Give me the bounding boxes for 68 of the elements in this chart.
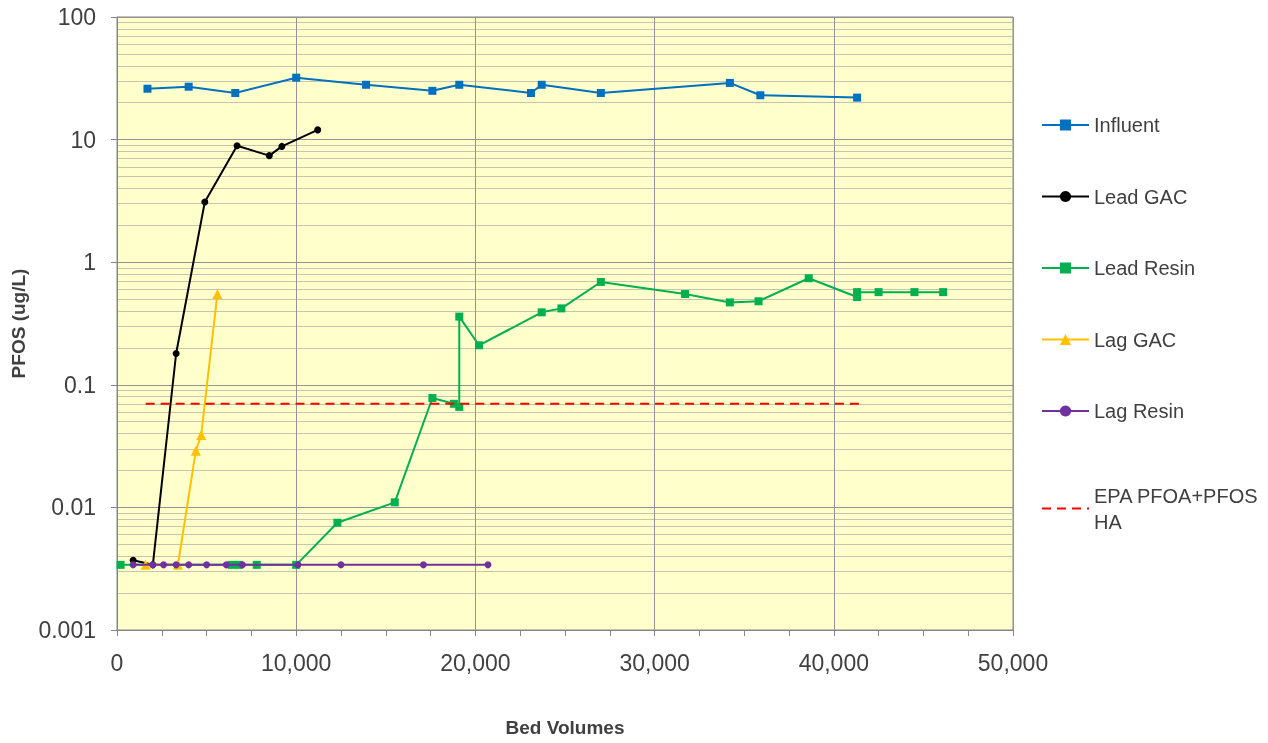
point (314, 126, 322, 134)
point (910, 288, 919, 297)
x-tick-label: 40,000 (798, 649, 869, 676)
point (390, 498, 399, 507)
y-tick-label: 100 (57, 4, 96, 30)
point (196, 429, 207, 440)
point (278, 142, 286, 150)
point (212, 289, 223, 300)
x-tick-label: 0 (110, 649, 124, 676)
point (455, 312, 464, 321)
x-tick-label: 50,000 (977, 649, 1049, 676)
point (537, 308, 546, 317)
legend-label: Lag GAC (1094, 328, 1177, 351)
point (222, 561, 230, 569)
y-axis-title: PFOS (ug/L) (7, 268, 29, 379)
point (596, 88, 605, 97)
point (754, 297, 763, 306)
point (537, 80, 546, 89)
point (231, 88, 240, 97)
point (428, 86, 437, 95)
point (160, 561, 168, 569)
legend-label: Lead Resin (1094, 257, 1196, 279)
x-tick-label: 20,000 (440, 649, 511, 676)
point (116, 560, 125, 569)
y-tick-label: 10 (70, 126, 96, 153)
x-tick-label: 10,000 (261, 649, 332, 676)
point (455, 80, 464, 89)
x-tick-label: 30,000 (619, 649, 690, 676)
point (725, 298, 734, 307)
point (333, 518, 342, 527)
point (681, 290, 690, 299)
point (233, 142, 241, 150)
point (804, 274, 813, 283)
point (939, 288, 948, 297)
point (557, 304, 566, 313)
point (362, 80, 371, 89)
y-tick-label: 0.01 (51, 494, 96, 521)
y-tick-label: 1 (83, 249, 96, 276)
point (185, 561, 193, 569)
y-tick-label: 0.1 (64, 371, 96, 398)
point (292, 73, 301, 82)
legend-label: Lead GAC (1094, 185, 1188, 208)
point (596, 277, 605, 286)
point (184, 82, 193, 91)
point (874, 288, 883, 297)
y-tick-label: 0.001 (38, 617, 96, 643)
point (853, 93, 862, 102)
point (129, 561, 137, 569)
point (853, 288, 862, 297)
point (201, 198, 209, 206)
point (143, 84, 152, 93)
legend-label: Lag Resin (1094, 400, 1185, 422)
point (526, 88, 535, 97)
legend-label: EPA PFOA+PFOS HA (1094, 484, 1258, 533)
point (474, 341, 483, 350)
point (428, 394, 437, 403)
x-axis-title: Bed Volumes (505, 717, 625, 738)
point (484, 561, 492, 569)
point (203, 561, 211, 569)
legend-label: Influent (1094, 114, 1161, 136)
point (725, 78, 734, 87)
point (190, 445, 201, 456)
point (172, 350, 180, 357)
point (419, 561, 427, 569)
point (756, 91, 765, 100)
point (265, 152, 273, 160)
point (455, 402, 464, 411)
point (238, 561, 246, 569)
